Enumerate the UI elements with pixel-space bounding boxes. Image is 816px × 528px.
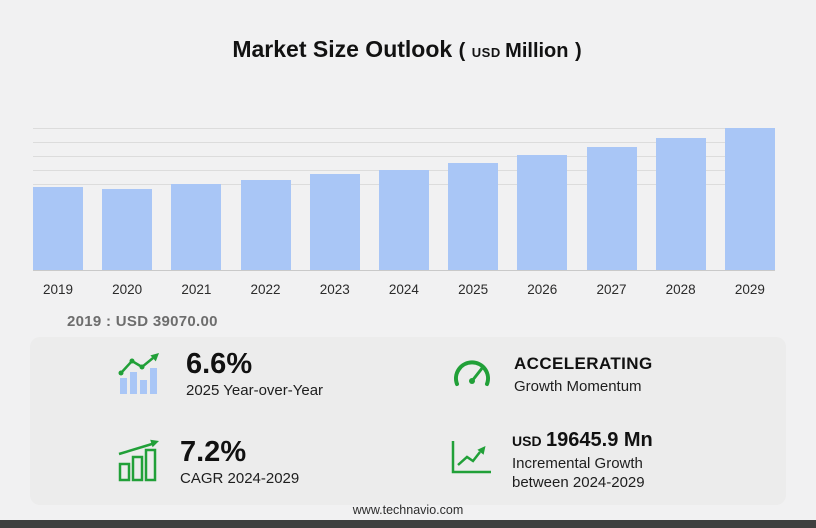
- incremental-label-line2: between 2024-2029: [512, 473, 645, 491]
- x-tick-label-2026: 2026: [527, 282, 558, 297]
- speedometer-icon: [448, 353, 496, 398]
- stat-year-over-year: 6.6% 2025 Year-over-Year: [116, 349, 323, 401]
- incremental-usd-prefix: USD: [512, 433, 542, 449]
- stats-panel: 6.6% 2025 Year-over-Year ACCELERATING Gr…: [30, 337, 786, 505]
- bar-column-2025: 2025: [448, 128, 499, 297]
- cagr-value: 7.2%: [180, 436, 247, 468]
- bar-column-2026: 2026: [517, 128, 568, 297]
- x-tick-label-2023: 2023: [319, 282, 350, 297]
- x-tick-label-2021: 2021: [181, 282, 212, 297]
- bar-column-2019: 2019: [33, 128, 83, 297]
- bar-2022: [240, 180, 291, 270]
- bar-column-2029: 2029: [724, 128, 775, 297]
- gridline: [33, 142, 775, 143]
- footer-bar: [0, 520, 816, 528]
- bar-2023: [309, 174, 360, 270]
- bar-2019: [33, 187, 83, 270]
- bar-column-2024: 2024: [378, 128, 429, 297]
- bar-2021: [171, 184, 222, 270]
- bar-2026: [517, 155, 568, 270]
- bar-2027: [586, 147, 637, 270]
- page-title: Market Size Outlook ( USD Million ): [0, 36, 816, 63]
- x-tick-label-2029: 2029: [734, 282, 765, 297]
- bar-2028: [655, 138, 706, 270]
- bar-column-2027: 2027: [586, 128, 637, 297]
- x-tick-label-2027: 2027: [596, 282, 627, 297]
- website-url: www.technavio.com: [352, 503, 464, 517]
- cagr-label: CAGR 2024-2029: [180, 470, 300, 488]
- rising-line-icon: [448, 438, 494, 483]
- stat-growth-momentum: ACCELERATING Growth Momentum: [448, 353, 653, 398]
- stat-cagr: 7.2% CAGR 2024-2029: [116, 437, 299, 489]
- bar-column-2020: 2020: [102, 128, 153, 297]
- x-tick-label-2019: 2019: [42, 282, 74, 297]
- incremental-value-line: USD 19645.9 Mn: [512, 429, 653, 452]
- title-main: Market Size Outlook: [232, 36, 453, 62]
- bar-2020: [102, 189, 153, 270]
- x-tick-label-2028: 2028: [665, 282, 696, 297]
- bar-column-2028: 2028: [655, 128, 706, 297]
- yoy-value: 6.6%: [186, 348, 253, 380]
- momentum-label: Growth Momentum: [514, 377, 642, 395]
- bar-chart-plot: 2019 2020 2021 2022 2023 2024 2025 2026 2027 2028…: [33, 128, 775, 297]
- gridline: [33, 156, 775, 157]
- gridline: [33, 128, 775, 129]
- bar-2029: [724, 128, 775, 270]
- x-tick-label-2024: 2024: [388, 282, 419, 297]
- x-tick-label-2022: 2022: [250, 282, 281, 297]
- title-open-paren: (: [458, 40, 466, 62]
- yoy-trend-icon: [116, 350, 168, 401]
- momentum-value: ACCELERATING: [514, 354, 653, 374]
- yoy-label: 2025 Year-over-Year: [186, 382, 324, 400]
- stat-incremental-growth: USD 19645.9 Mn Incremental Growth betwee…: [448, 429, 653, 493]
- bar-column-2022: 2022: [240, 128, 291, 297]
- bar-2025: [448, 163, 499, 270]
- incremental-label-line1: Incremental Growth: [512, 455, 643, 472]
- bar-column-2021: 2021: [171, 128, 222, 297]
- title-unit-million: Million: [505, 40, 569, 62]
- bar-column-2023: 2023: [309, 128, 360, 297]
- bar-2024: [378, 170, 429, 270]
- incremental-value: 19645.9 Mn: [546, 429, 653, 451]
- title-close-paren: ): [574, 40, 582, 62]
- growth-bars-icon: [116, 439, 162, 488]
- base-year-annotation: 2019 : USD 39070.00: [67, 313, 218, 330]
- x-tick-label-2020: 2020: [112, 282, 143, 297]
- x-tick-label-2025: 2025: [458, 282, 489, 297]
- title-unit-usd: USD: [471, 45, 501, 60]
